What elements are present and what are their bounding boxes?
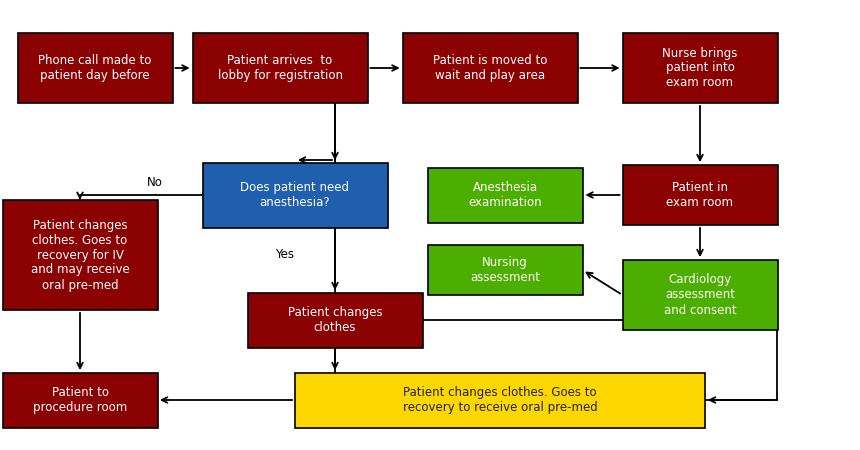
Text: Anesthesia
examination: Anesthesia examination: [468, 181, 542, 209]
Text: No: No: [147, 176, 163, 189]
Bar: [202, 162, 388, 228]
Text: Patient to
procedure room: Patient to procedure room: [33, 386, 127, 414]
Bar: [193, 33, 367, 103]
Bar: [623, 33, 777, 103]
Text: Phone call made to
patient day before: Phone call made to patient day before: [39, 54, 151, 82]
Text: Nurse brings
patient into
exam room: Nurse brings patient into exam room: [662, 46, 738, 90]
Bar: [248, 292, 422, 347]
Bar: [295, 373, 705, 427]
Text: Patient changes
clothes. Goes to
recovery for IV
and may receive
oral pre-med: Patient changes clothes. Goes to recover…: [31, 219, 129, 292]
Text: Patient changes
clothes: Patient changes clothes: [288, 306, 383, 334]
Text: Patient arrives  to
lobby for registration: Patient arrives to lobby for registratio…: [218, 54, 342, 82]
Text: Nursing
assessment: Nursing assessment: [470, 256, 540, 284]
Text: Patient in
exam room: Patient in exam room: [666, 181, 734, 209]
Text: Cardiology
assessment
and consent: Cardiology assessment and consent: [664, 274, 736, 316]
Bar: [402, 33, 578, 103]
Bar: [427, 167, 582, 222]
Text: Patient is moved to
wait and play area: Patient is moved to wait and play area: [433, 54, 547, 82]
Bar: [623, 260, 777, 330]
Text: Patient changes clothes. Goes to
recovery to receive oral pre-med: Patient changes clothes. Goes to recover…: [402, 386, 598, 414]
Bar: [3, 200, 157, 310]
Bar: [17, 33, 173, 103]
Text: Yes: Yes: [275, 248, 294, 261]
Bar: [3, 373, 157, 427]
Text: Does patient need
anesthesia?: Does patient need anesthesia?: [241, 181, 349, 209]
Bar: [427, 245, 582, 295]
Bar: [623, 165, 777, 225]
